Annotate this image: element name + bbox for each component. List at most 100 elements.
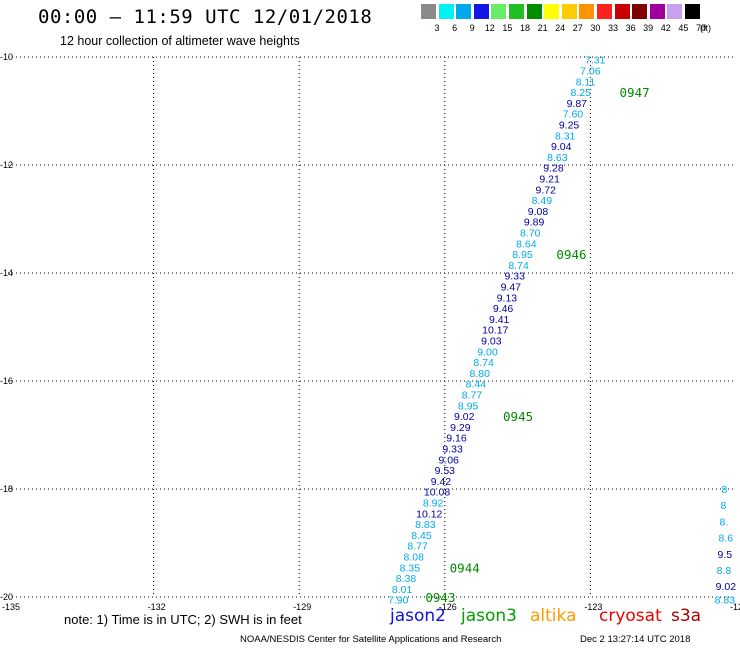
pass-time-label: 0943 (425, 590, 455, 605)
wave-height-value: 9.46 (493, 303, 514, 315)
wave-height-value: 9.28 (543, 163, 564, 175)
wave-height-value: 9.04 (551, 141, 572, 153)
scale-label: 39 (643, 23, 654, 33)
wave-height-value: 7.90 (388, 595, 409, 607)
wave-height-value: 9.33 (504, 271, 525, 283)
wave-height-value: 8.38 (396, 573, 417, 585)
footer-timestamp: Dec 2 13:27:14 UTC 2018 (580, 634, 691, 645)
wave-height-value: 8.83 (415, 519, 436, 531)
satellite-legend-s3a: s3a (671, 606, 702, 626)
wave-height-value: 9.5 (718, 549, 733, 561)
satellite-legend-cryosat: cryosat (599, 606, 662, 626)
wave-height-value: 8.8 (717, 565, 732, 577)
wave-height-value: 9.89 (524, 217, 545, 229)
scale-label: 9 (469, 23, 475, 33)
scale-swatch (614, 4, 630, 19)
wave-height-value: 9.29 (450, 422, 471, 434)
satellite-legend-altika: altika (530, 606, 577, 626)
satellite-legend-jason3: jason3 (461, 606, 517, 626)
wave-height-value: 8.80 (470, 368, 491, 380)
wave-height-value: 8.44 (466, 379, 487, 391)
footer-credit: NOAA/NESDIS Center for Satellite Applica… (240, 634, 502, 645)
wave-height-value: 9.02 (716, 581, 737, 593)
lat-label: -10 (0, 52, 13, 62)
wave-height-value: 9.21 (539, 174, 560, 186)
wave-height-value: 9.87 (567, 98, 588, 110)
wave-height-value: 8.92 (423, 498, 444, 510)
scale-swatch (632, 4, 648, 19)
wave-height-value: 9.33 (442, 444, 463, 456)
pass-time-label: 0944 (450, 560, 480, 575)
wave-height-value: 9.47 (501, 282, 522, 294)
wave-height-value: 8.70 (520, 228, 541, 240)
wave-height-value: 10.17 (482, 325, 508, 337)
map-title: 00:00 – 11:59 UTC 12/01/2018 (38, 6, 373, 28)
lon-label: -132 (148, 602, 166, 612)
wave-height-value: 8.01 (392, 584, 413, 596)
wave-height-value: 8.95 (512, 249, 533, 261)
wave-height-value: 8.74 (508, 260, 529, 272)
scale-label: 24 (555, 23, 566, 33)
wave-height-value: 9.08 (528, 206, 549, 218)
scale-swatch (526, 4, 542, 19)
scale-label: 6 (452, 23, 458, 33)
wave-height-value: 8. (719, 516, 728, 528)
lat-label: -16 (0, 376, 13, 386)
scale-swatch (438, 4, 454, 19)
map-subtitle: 12 hour collection of altimeter wave hei… (60, 34, 300, 48)
pass-time-label: 0945 (503, 409, 533, 424)
units-note: note: 1) Time is in UTC; 2) SWH is in fe… (64, 612, 302, 627)
lat-label: -12 (0, 160, 13, 170)
wave-height-value: 7.60 (563, 109, 584, 121)
wave-height-value: 8.83 (715, 595, 736, 607)
wave-height-value: 9.53 (435, 465, 456, 477)
wave-height-value: 8.77 (407, 541, 428, 553)
wave-height-value: 9.41 (489, 314, 510, 326)
wave-height-value: 9.42 (431, 476, 452, 488)
wave-height-value: 8 (720, 500, 726, 512)
scale-label: 15 (502, 23, 513, 33)
scale-label: 42 (660, 23, 671, 33)
scale-swatch (561, 4, 577, 19)
wave-height-value: 8.77 (462, 390, 483, 402)
scale-swatch (597, 4, 612, 19)
wave-height-value: 9.02 (454, 411, 475, 423)
scale-swatch (649, 4, 665, 19)
lon-label: -129 (293, 602, 311, 612)
lon-label: -120 (730, 602, 740, 612)
wave-height-value: 10.12 (416, 508, 442, 520)
wave-height-value: 9.25 (559, 120, 580, 132)
lon-label: -135 (2, 602, 20, 612)
scale-label: 27 (572, 23, 583, 33)
pass-time-label: 0947 (620, 85, 650, 100)
scale-label: 21 (537, 23, 548, 33)
scale-label: 70 (695, 23, 706, 33)
wave-height-value: 9.00 (477, 346, 498, 358)
scale-unit: (ft) (700, 23, 711, 33)
scale-swatch (421, 4, 436, 19)
wave-height-value: 8.74 (473, 357, 494, 369)
scale-swatch (544, 4, 560, 19)
wave-height-value: 7.06 (580, 66, 601, 78)
wave-height-value: 7.31 (585, 55, 606, 67)
wave-height-value: 8.25 (570, 87, 591, 99)
scale-swatch (491, 4, 507, 19)
wave-height-value: 8.31 (555, 130, 576, 142)
scale-label: 18 (519, 23, 530, 33)
wave-height-value: 9.72 (536, 184, 557, 196)
wave-height-value: 9.16 (446, 433, 467, 445)
wave-height-value: 9.13 (497, 292, 518, 304)
wave-height-value: 8.11 (576, 76, 596, 88)
scale-swatch (667, 4, 683, 19)
wave-height-value: 8.95 (458, 400, 479, 412)
wave-height-value: 8 (721, 484, 727, 496)
scale-swatch (579, 4, 595, 19)
lat-label: -14 (0, 268, 13, 278)
scale-swatch (509, 4, 524, 19)
scale-label: 3 (434, 23, 440, 33)
wave-height-value: 9.06 (438, 454, 459, 466)
wave-height-value: 9.03 (481, 336, 502, 348)
scale-label: 33 (607, 23, 618, 33)
wave-height-value: 8.49 (532, 195, 553, 207)
